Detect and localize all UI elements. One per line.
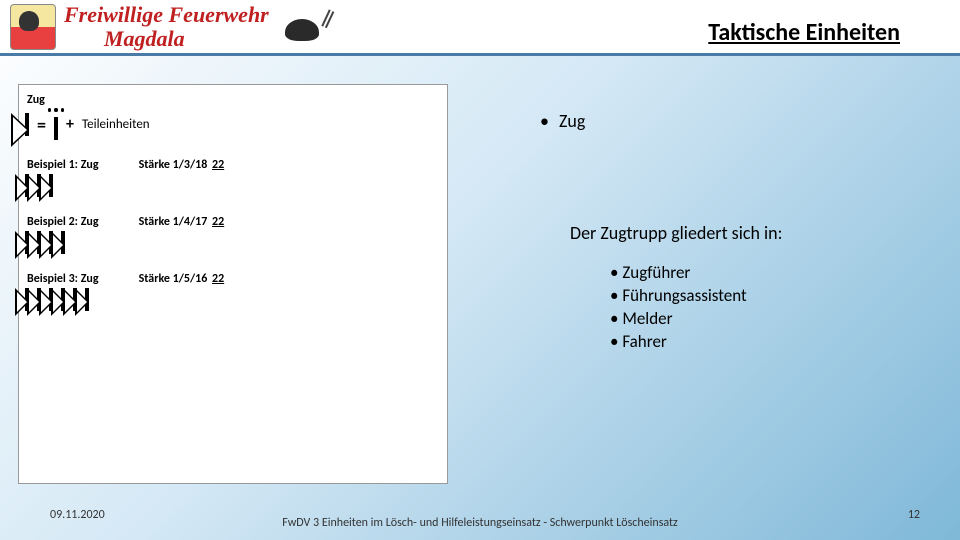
org-name: Freiwillige Feuerwehr Magdala xyxy=(64,3,269,49)
example-header: Beispiel 3: Zug Stärke 1/5/16 22 xyxy=(25,268,441,290)
footer-center: FwDV 3 Einheiten im Lösch- und Hilfeleis… xyxy=(260,516,700,530)
unit-symbol xyxy=(49,174,53,197)
role-item: Melder xyxy=(610,308,930,329)
teileinheiten-label: Teileinheiten xyxy=(82,117,150,132)
subheading: Der Zugtrupp gliedert sich in: xyxy=(570,222,930,244)
unit-symbol xyxy=(61,231,65,254)
crest-icon xyxy=(10,4,56,50)
main-bullet: •Zug xyxy=(540,110,930,132)
content-area: •Zug Der Zugtrupp gliedert sich in: Zugf… xyxy=(540,110,930,354)
zug-equation: = + Teileinheiten xyxy=(25,111,441,138)
role-list: ZugführerFührungsassistentMelderFahrer xyxy=(610,262,930,352)
org-line2: Magdala xyxy=(104,27,269,50)
example-header: Beispiel 1: Zug Stärke 1/3/18 22 xyxy=(25,154,441,176)
footer-date: 09.11.2020 xyxy=(50,508,105,522)
strength-label: Stärke 1/3/18 22 xyxy=(139,158,225,172)
example-section: Beispiel 1: Zug Stärke 1/3/18 22 xyxy=(19,150,447,207)
plus-sign: + xyxy=(66,115,74,134)
role-item: Fahrer xyxy=(610,331,930,352)
helmet-icon xyxy=(279,9,329,45)
zug-symbol xyxy=(25,113,29,136)
example-label: Beispiel 3: Zug xyxy=(27,272,99,286)
unit-row xyxy=(25,176,441,195)
footer-page: 12 xyxy=(908,508,920,522)
example-label: Beispiel 2: Zug xyxy=(27,215,99,229)
unit-row xyxy=(25,233,441,252)
equals-sign: = xyxy=(37,114,46,136)
example-label: Beispiel 1: Zug xyxy=(27,158,99,172)
example-header: Beispiel 2: Zug Stärke 1/4/17 22 xyxy=(25,211,441,233)
strength-label: Stärke 1/5/16 22 xyxy=(139,272,225,286)
slide: Freiwillige Feuerwehr Magdala Taktische … xyxy=(0,0,960,540)
page-title: Taktische Einheiten xyxy=(708,18,900,47)
role-item: Zugführer xyxy=(610,262,930,283)
example-section: Beispiel 2: Zug Stärke 1/4/17 22 xyxy=(19,207,447,264)
unit-symbol xyxy=(85,288,89,311)
example-section: Beispiel 3: Zug Stärke 1/5/16 22 xyxy=(19,264,447,321)
zug-label: Zug xyxy=(27,93,441,107)
org-line1: Freiwillige Feuerwehr xyxy=(64,3,269,26)
zugtrupp-symbol xyxy=(54,111,58,138)
main-bullet-text: Zug xyxy=(559,110,585,132)
strength-label: Stärke 1/4/17 22 xyxy=(139,215,225,229)
unit-row xyxy=(25,290,441,309)
tactical-diagram: Zug = + Teileinheiten Beispiel 1: Zug Stä… xyxy=(18,84,448,484)
role-item: Führungsassistent xyxy=(610,285,930,306)
